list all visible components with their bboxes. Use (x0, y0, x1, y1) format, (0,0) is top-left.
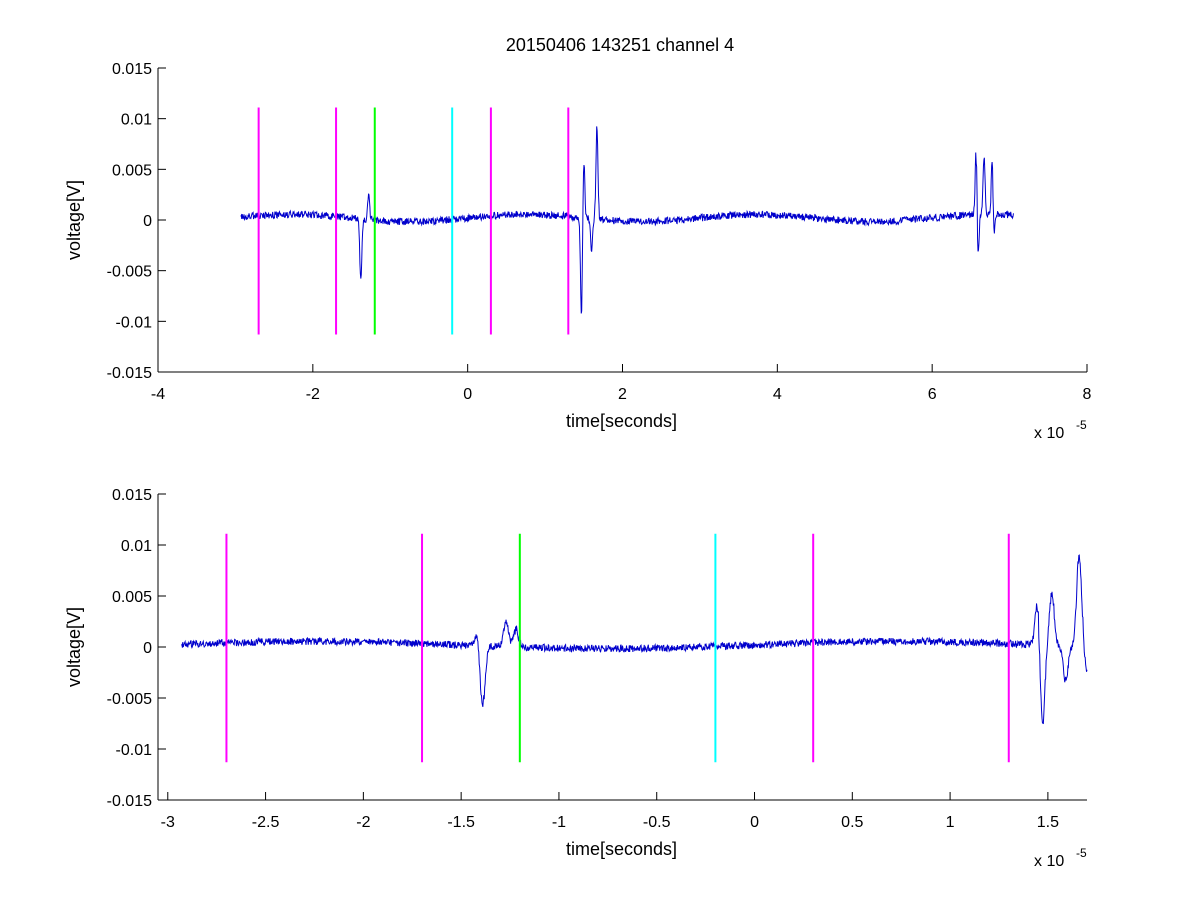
top-x-tick-label: 0 (463, 386, 472, 403)
top-x-tick-label: 2 (618, 386, 627, 403)
bottom-y-tick-label: 0.015 (112, 487, 152, 504)
top-y-tick-label: -0.01 (116, 314, 153, 331)
top-x-tick-label: 4 (773, 386, 782, 403)
top-x-tick-label: -2 (306, 386, 320, 403)
top-y-tick-label: -0.005 (107, 264, 152, 281)
top-y-tick-label: 0.01 (121, 112, 152, 129)
top-y-tick-label: 0 (143, 213, 152, 230)
top-x-tick-label: 6 (928, 386, 937, 403)
bottom-x-tick-label: -2.5 (252, 814, 280, 831)
top-x-axis-label: time[seconds] (566, 411, 677, 431)
top-plot: -4 -2 0 2 4 6 8 -0.015 -0.01 -0.005 0 0.005 0.01 0.01… (64, 61, 1092, 442)
bottom-y-tick-label: -0.005 (107, 691, 152, 708)
top-x-tick-label: 8 (1083, 386, 1092, 403)
bottom-y-tick-label: -0.01 (116, 742, 153, 759)
top-x-tick-label: -4 (151, 386, 165, 403)
bottom-x-tick-label: 0.5 (841, 814, 863, 831)
bottom-signal-trace (181, 554, 1088, 725)
bottom-x-tick-label: 0 (750, 814, 759, 831)
bottom-x-tick-label: -1.5 (447, 814, 475, 831)
top-signal-trace (240, 126, 1014, 314)
bottom-x-tick-label: -0.5 (643, 814, 671, 831)
top-y-tick-label: 0.015 (112, 61, 152, 78)
figure-title: 20150406 143251 channel 4 (506, 35, 734, 55)
bottom-x-tick-label: -3 (161, 814, 175, 831)
bottom-y-tick-label: -0.015 (107, 793, 152, 810)
bottom-x-tick-label: 1.5 (1037, 814, 1059, 831)
bottom-x-tick-label: -2 (356, 814, 370, 831)
top-y-tick-label: 0.005 (112, 162, 152, 179)
bottom-plot: -3 -2.5 -2 -1.5 -1 -0.5 0 0.5 1 1.5 -0.015 -0.01 -0.… (64, 487, 1088, 870)
bottom-y-tick-label: 0 (143, 640, 152, 657)
bottom-x-multiplier: x 10 (1034, 853, 1064, 870)
bottom-x-axis-label: time[seconds] (566, 839, 677, 859)
bottom-y-tick-label: 0.005 (112, 589, 152, 606)
top-y-axis-label: voltage[V] (64, 180, 84, 260)
bottom-y-tick-label: 0.01 (121, 538, 152, 555)
bottom-y-axis-label: voltage[V] (64, 607, 84, 687)
bottom-x-tick-label: 1 (946, 814, 955, 831)
bottom-x-multiplier-exponent: -5 (1076, 846, 1087, 860)
top-y-tick-label: -0.015 (107, 365, 152, 382)
top-x-multiplier-exponent: -5 (1076, 418, 1087, 432)
top-x-multiplier: x 10 (1034, 425, 1064, 442)
bottom-x-tick-label: -1 (552, 814, 566, 831)
